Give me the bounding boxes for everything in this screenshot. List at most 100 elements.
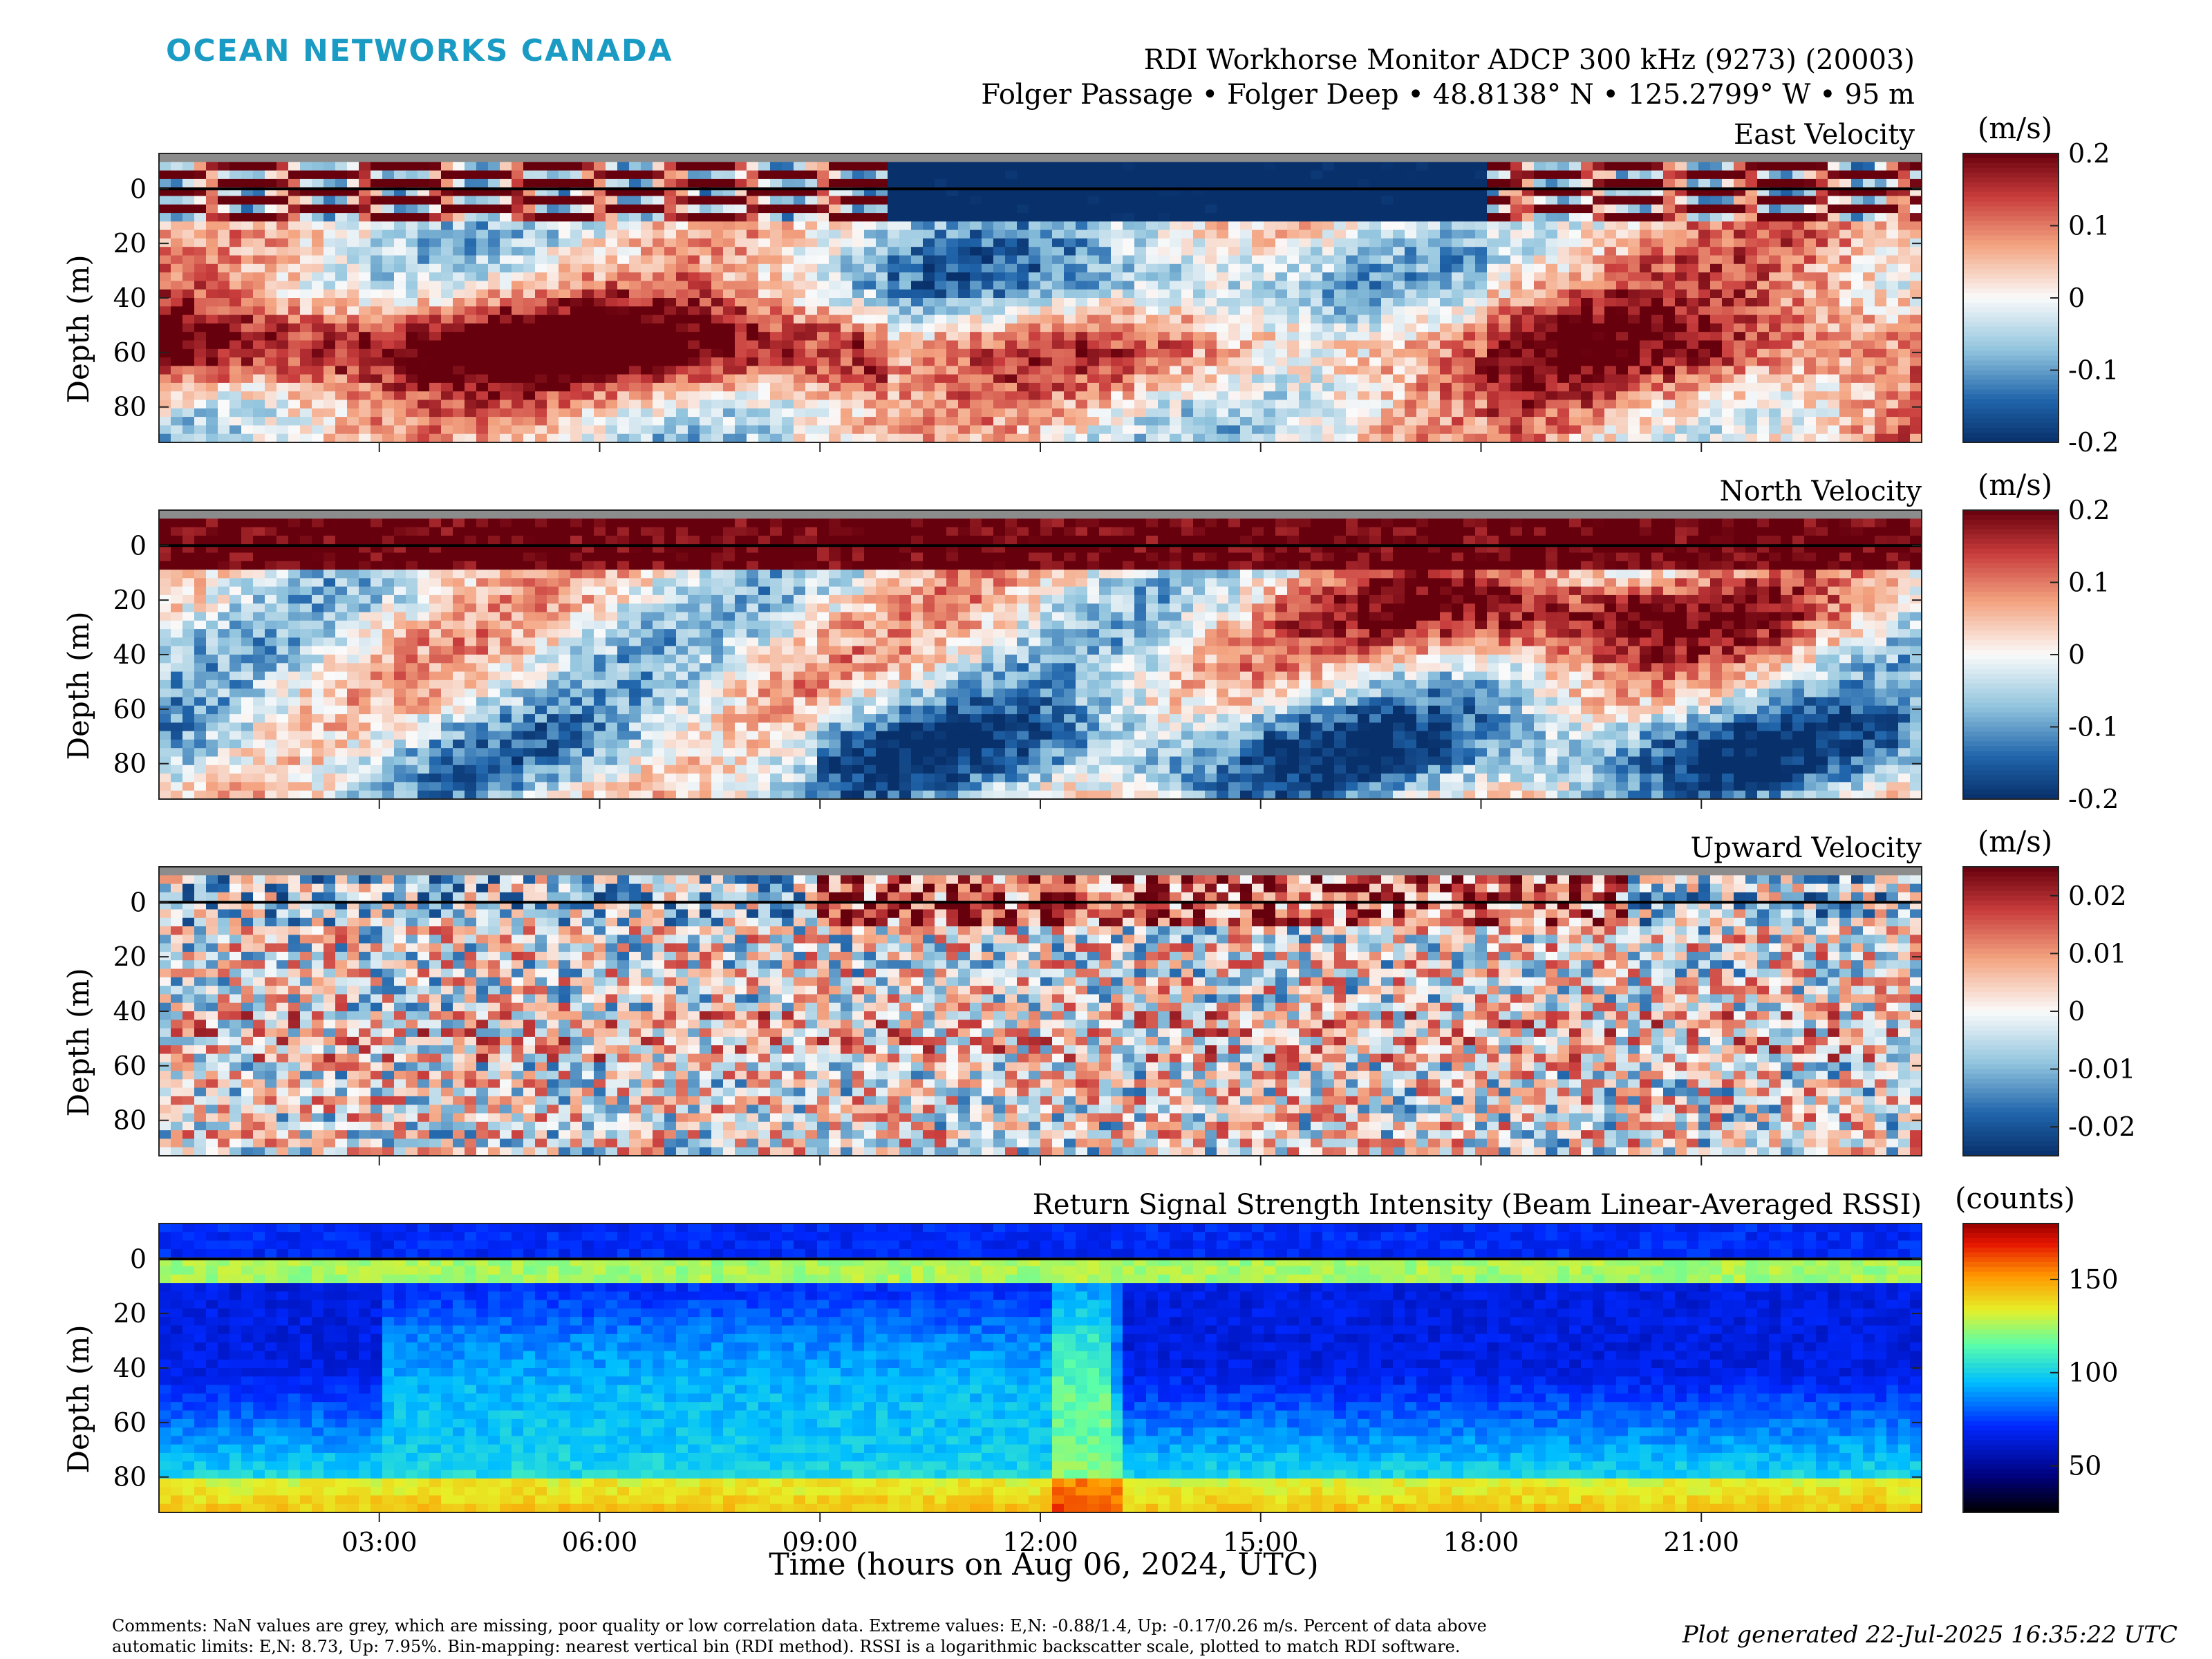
heatmap-cell	[1569, 221, 1582, 231]
heatmap-cell	[1064, 366, 1076, 375]
heatmap-cell	[465, 178, 477, 188]
heatmap-cell	[899, 255, 912, 265]
heatmap-cell	[1745, 255, 1758, 265]
heatmap-cell	[1581, 263, 1593, 273]
heatmap-cell	[688, 366, 700, 375]
heatmap-cell	[1886, 272, 1899, 281]
heatmap-cell	[371, 204, 383, 214]
heatmap-cell	[312, 374, 324, 384]
heatmap-cell	[888, 178, 900, 188]
heatmap-cell	[1792, 247, 1805, 256]
heatmap-cell	[1640, 162, 1652, 171]
heatmap-cell	[805, 221, 818, 231]
heatmap-cell	[1181, 340, 1194, 350]
heatmap-cell	[1052, 221, 1065, 231]
heatmap-cell	[406, 348, 418, 358]
heatmap-cell	[1510, 323, 1523, 332]
heatmap-cell	[1322, 281, 1335, 290]
heatmap-cell	[594, 196, 606, 205]
heatmap-cell	[852, 281, 865, 290]
heatmap-cell	[1322, 255, 1335, 265]
heatmap-cell	[382, 332, 395, 341]
heatmap-cell	[582, 196, 594, 205]
heatmap-cell	[1240, 178, 1253, 188]
heatmap-cell	[747, 382, 759, 392]
heatmap-cell	[1792, 357, 1805, 366]
heatmap-cell	[359, 272, 371, 281]
heatmap-cell	[899, 153, 912, 162]
heatmap-cell	[371, 255, 383, 265]
heatmap-cell	[794, 391, 806, 401]
heatmap-cell	[1487, 238, 1499, 247]
heatmap-cell	[723, 263, 735, 273]
heatmap-cell	[347, 272, 359, 281]
heatmap-cell	[594, 162, 606, 171]
heatmap-cell	[946, 315, 959, 324]
heatmap-cell	[841, 340, 853, 350]
heatmap-cell	[606, 425, 618, 435]
heatmap-cell	[512, 332, 524, 341]
heatmap-cell	[1781, 382, 1793, 392]
heatmap-cell	[1217, 213, 1229, 222]
heatmap-cell	[982, 340, 994, 350]
heatmap-cell	[594, 272, 606, 281]
heatmap-cell	[1710, 400, 1723, 409]
heatmap-cell	[488, 408, 500, 418]
heatmap-cell	[547, 357, 559, 366]
heatmap-cell	[1663, 374, 1676, 384]
heatmap-cell	[535, 204, 547, 214]
heatmap-cell	[911, 196, 924, 205]
heatmap-cell	[723, 366, 735, 375]
heatmap-cell	[312, 255, 324, 265]
heatmap-cell	[1029, 298, 1041, 307]
heatmap-cell	[512, 170, 524, 180]
heatmap-cell	[1158, 306, 1170, 316]
heatmap-cell	[582, 255, 594, 265]
heatmap-cell	[1640, 263, 1652, 273]
heatmap-cell	[1499, 196, 1511, 205]
heatmap-cell	[1910, 340, 1922, 350]
heatmap-cell	[864, 400, 877, 409]
heatmap-cell	[747, 247, 759, 256]
heatmap-cell	[1040, 221, 1053, 231]
heatmap-cell	[1087, 340, 1100, 350]
heatmap-cell	[1593, 204, 1605, 214]
heatmap-cell	[958, 272, 971, 281]
heatmap-cell	[1604, 247, 1617, 256]
heatmap-cell	[852, 417, 865, 426]
heatmap-cell	[1593, 221, 1605, 231]
heatmap-cell	[723, 204, 735, 214]
heatmap-cell	[500, 204, 512, 214]
heatmap-cell	[288, 247, 301, 256]
heatmap-cell	[711, 229, 724, 239]
heatmap-cell	[1346, 374, 1358, 384]
heatmap-cell	[418, 178, 430, 188]
heatmap-cell	[171, 382, 183, 392]
heatmap-cell	[629, 417, 641, 426]
heatmap-cell	[1040, 213, 1053, 222]
heatmap-cell	[1158, 221, 1170, 231]
heatmap-cell	[946, 238, 959, 247]
heatmap-cell	[1534, 162, 1546, 171]
heatmap-cell	[876, 400, 888, 409]
heatmap-cell	[1334, 306, 1347, 316]
heatmap-cell	[453, 382, 465, 392]
heatmap-cell	[1334, 417, 1347, 426]
heatmap-cell	[1640, 255, 1652, 265]
heatmap-cell	[582, 247, 594, 256]
heatmap-cell	[688, 238, 700, 247]
heatmap-cell	[970, 255, 982, 265]
heatmap-cell	[1487, 315, 1499, 324]
heatmap-cell	[229, 213, 242, 222]
heatmap-cell	[523, 391, 536, 401]
heatmap-cell	[406, 298, 418, 307]
heatmap-cell	[359, 153, 371, 162]
heatmap-cell	[500, 433, 512, 443]
heatmap-cell	[817, 425, 830, 435]
heatmap-cell	[782, 272, 794, 281]
heatmap-cell	[1769, 263, 1781, 273]
heatmap-cell	[1698, 323, 1711, 332]
heatmap-cell	[1804, 178, 1817, 188]
heatmap-cell	[1158, 348, 1170, 358]
heatmap-cell	[1005, 306, 1018, 316]
